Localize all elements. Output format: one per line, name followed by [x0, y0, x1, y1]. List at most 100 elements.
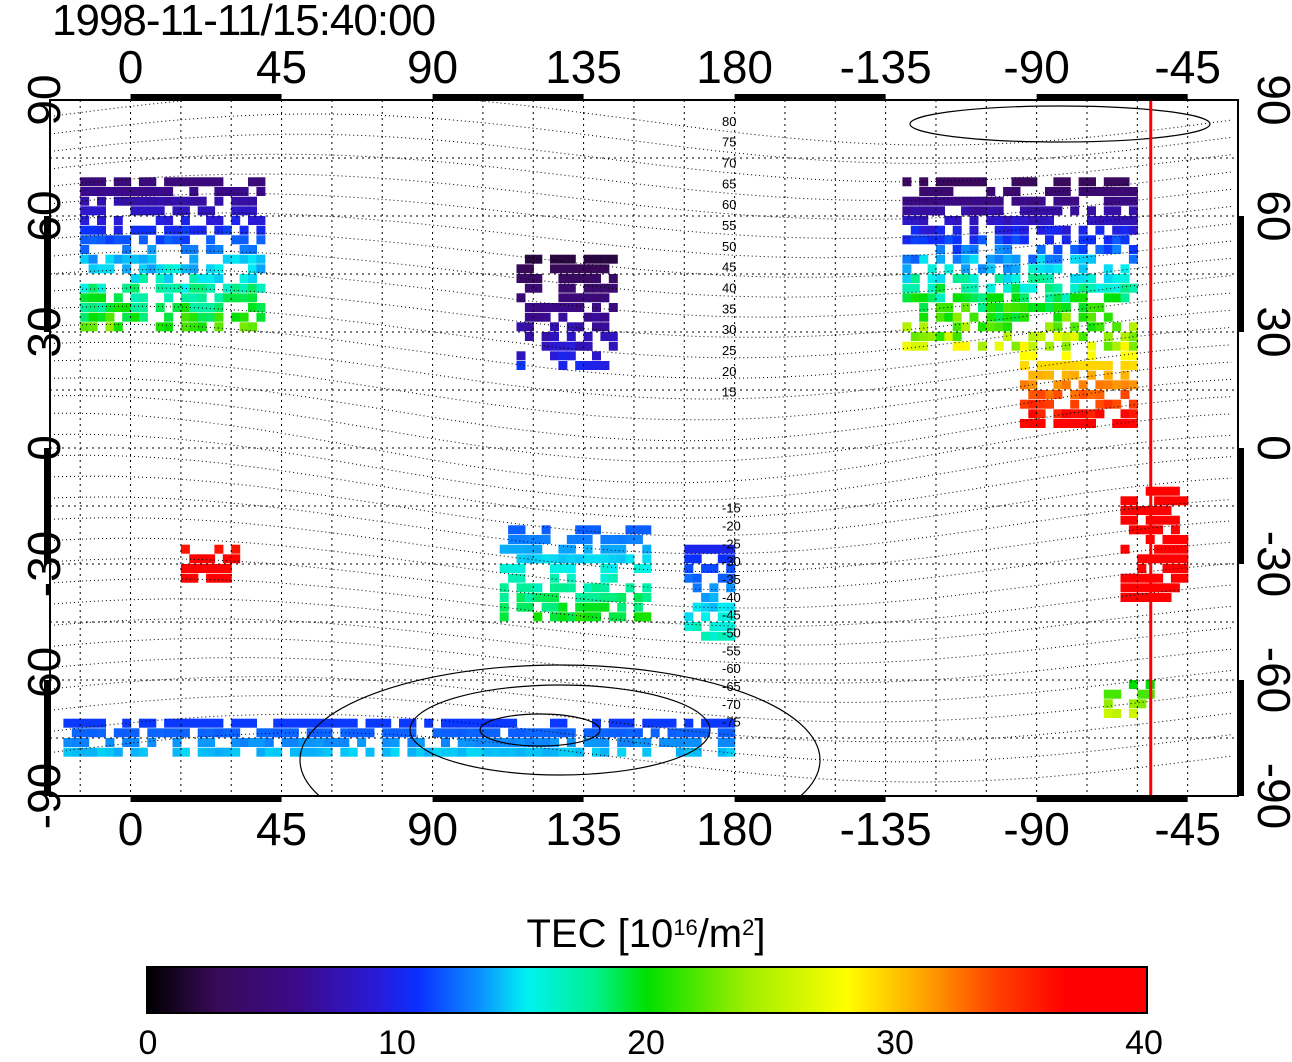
tec-cell [516, 351, 526, 361]
tec-cell [969, 225, 979, 235]
tec-cell [1120, 593, 1130, 602]
tec-region [1103, 680, 1155, 718]
tec-cell [105, 254, 115, 264]
tec-cell [164, 312, 174, 322]
tec-cell [986, 196, 996, 206]
tec-cell [197, 738, 207, 747]
contour-label: -50 [722, 626, 741, 641]
contour-label: 75 [722, 135, 736, 150]
tec-cell [239, 283, 249, 293]
tec-cell [1103, 235, 1113, 245]
tec-cell [1162, 544, 1172, 554]
tec-cell [491, 747, 501, 757]
tec-cell [1179, 564, 1189, 573]
tec-cell [617, 738, 627, 747]
contour-label: 55 [722, 218, 736, 233]
tec-cell [558, 351, 568, 361]
tec-cell [1128, 573, 1138, 583]
tec-cell [206, 235, 216, 245]
right-tick-bar [1238, 216, 1244, 332]
tec-cell [558, 564, 568, 573]
tec-cell [600, 738, 610, 747]
tec-cell [1053, 254, 1063, 264]
tec-cell [994, 254, 1004, 264]
tec-cell [717, 718, 727, 728]
contour-line [50, 323, 1232, 379]
tec-cell [684, 554, 694, 564]
tec-cell [575, 274, 585, 283]
tec-cell [977, 235, 987, 245]
tec-cell [1170, 496, 1180, 506]
tec-cell [1095, 322, 1105, 332]
tec-cell [206, 573, 216, 583]
tec-cell [365, 747, 375, 757]
tec-cell [550, 738, 559, 747]
tec-cell [566, 293, 576, 303]
tec-cell [1078, 332, 1088, 341]
tec-cell [1003, 274, 1013, 283]
tec-cell [164, 728, 174, 738]
tec-cell [936, 187, 945, 196]
tec-cell [256, 216, 266, 225]
tec-cell [583, 361, 593, 370]
tec-cell [206, 216, 216, 225]
tec-cell [919, 216, 929, 225]
tec-cell [936, 332, 945, 341]
tec-cell [1095, 303, 1105, 312]
tec-cell [499, 593, 509, 602]
tec-cell [105, 747, 115, 757]
tec-cell [558, 361, 568, 370]
tec-cell [936, 312, 945, 322]
tec-cell [231, 293, 241, 303]
tec-cell [189, 245, 199, 254]
tec-cell [952, 225, 962, 235]
tec-cell [399, 718, 408, 728]
contour-line [50, 657, 1232, 703]
tec-cell [575, 747, 585, 757]
tec-cell [558, 612, 568, 622]
tec-cell [239, 187, 249, 196]
contour-label: -40 [722, 590, 741, 605]
tec-cell [482, 718, 492, 728]
tec-cell [692, 728, 702, 738]
tec-cell [122, 312, 132, 322]
tec-cell [709, 718, 719, 728]
tec-cell [1053, 312, 1063, 322]
tec-cell [524, 274, 534, 283]
tec-cell [1070, 399, 1080, 409]
tec-cell [583, 602, 593, 612]
tec-cell [449, 728, 459, 738]
tec-cell [80, 738, 90, 747]
tec-cell [1028, 390, 1038, 399]
tec-cell [608, 535, 618, 544]
tec-cell [273, 718, 283, 728]
tec-cell [558, 303, 568, 312]
tec-cell [902, 206, 912, 216]
tec-cell [936, 177, 945, 187]
tec-cell [1078, 254, 1088, 264]
tec-cell [214, 245, 224, 254]
tec-cell [550, 728, 559, 738]
tec-cell [239, 235, 249, 245]
tec-cell [1103, 196, 1113, 206]
tec-cell [986, 264, 996, 274]
tec-cell [1120, 506, 1130, 515]
tec-cell [1053, 332, 1063, 341]
tec-cell [684, 718, 694, 728]
tec-cell [147, 728, 157, 738]
tec-cell [1154, 525, 1164, 535]
tec-cell [231, 728, 241, 738]
tec-cell [122, 254, 132, 264]
tec-cell [1112, 196, 1122, 206]
tec-cell [709, 602, 719, 612]
tec-cell [508, 573, 518, 583]
tec-cell [155, 303, 165, 312]
top-longitude-tick: 90 [406, 41, 459, 93]
tec-cell [281, 728, 291, 738]
tec-cell [197, 225, 207, 235]
tec-cell [1128, 709, 1138, 718]
tec-cell [994, 196, 1004, 206]
tec-cell [113, 303, 123, 312]
tec-cell [155, 322, 165, 332]
tec-cell [499, 583, 509, 593]
